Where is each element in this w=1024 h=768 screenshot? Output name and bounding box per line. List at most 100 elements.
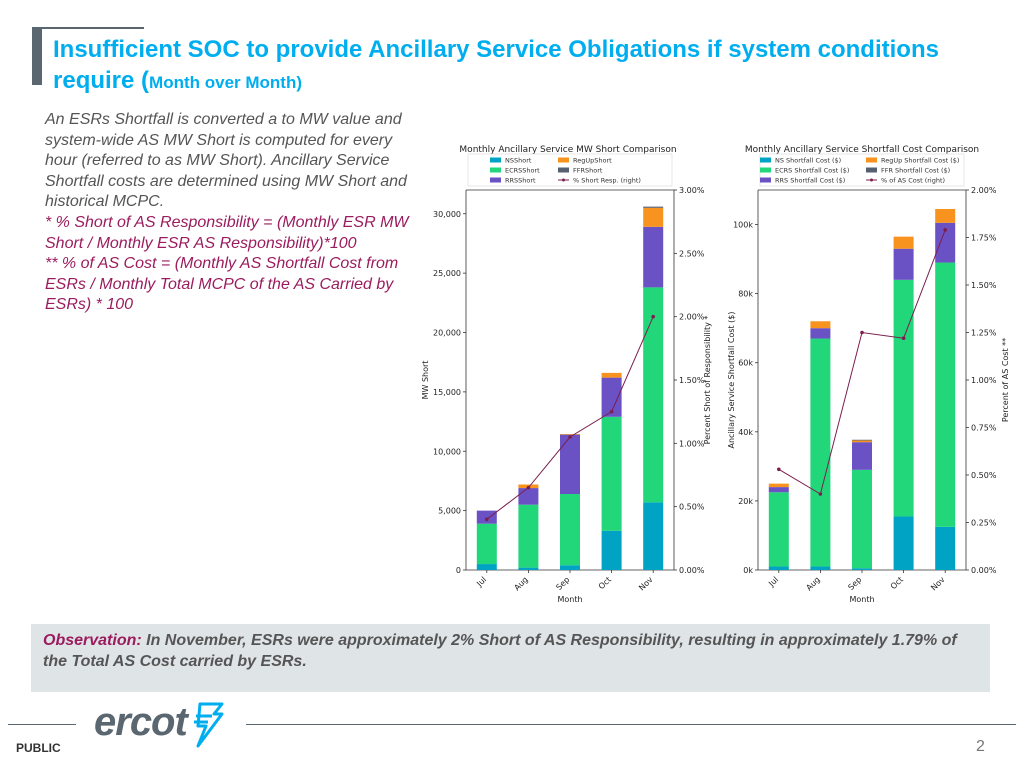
- y2-tick-label: 1.00%: [679, 439, 705, 448]
- footer-classification: PUBLIC: [16, 741, 61, 755]
- bar-segment: [893, 236, 914, 249]
- bar-segment: [643, 206, 664, 208]
- y2-tick-label: 0.25%: [971, 519, 997, 528]
- legend-swatch: [490, 177, 501, 183]
- legend-swatch: [558, 157, 569, 163]
- bar-segment: [852, 440, 872, 443]
- percent-marker: [526, 485, 531, 490]
- percent-marker: [485, 517, 489, 522]
- percent-marker: [860, 330, 864, 335]
- footer-rule-left: [8, 724, 76, 725]
- percent-marker: [651, 314, 655, 319]
- y2-tick-label: 1.25%: [971, 329, 997, 338]
- y2-tick-label: 2.50%: [679, 249, 705, 258]
- legend-swatch: [760, 157, 771, 163]
- bar-segment: [601, 372, 622, 378]
- legend-label: RegUpShort: [573, 157, 612, 165]
- ercot-logo: ercot: [94, 700, 188, 744]
- y-axis-label: Ancillary Service Shortfall Cost ($): [727, 311, 736, 448]
- x-tick-label: Nov: [929, 575, 947, 593]
- ercot-logo-mark-icon: [194, 702, 224, 748]
- y2-tick-label: 2.00%: [971, 186, 997, 195]
- bar-segment: [643, 502, 664, 570]
- bar-segment: [852, 568, 872, 570]
- bar-segment: [560, 434, 580, 494]
- legend-frame: [759, 153, 965, 187]
- footer-rule-right: [246, 724, 1016, 725]
- legend-label: ECRS Shortfall Cost ($): [775, 167, 849, 175]
- legend-swatch: [558, 167, 569, 173]
- bar-segment: [810, 321, 831, 329]
- legend-frame: [467, 153, 673, 187]
- y2-tick-label: 3.00%: [679, 186, 705, 195]
- bar-segment: [643, 226, 664, 288]
- legend-swatch: [866, 167, 877, 173]
- x-tick-label: Aug: [804, 575, 821, 592]
- percent-marker: [818, 492, 823, 496]
- legend-label: RegUp Shortfall Cost ($): [881, 157, 959, 165]
- y2-tick-label: 1.00%: [971, 376, 997, 385]
- legend-swatch: [760, 177, 771, 183]
- bar-segment: [476, 510, 497, 524]
- y-tick-label: 0: [456, 566, 461, 575]
- bar-segment: [893, 516, 914, 570]
- bar-segment: [810, 338, 831, 567]
- observation-label: Observation:: [43, 632, 142, 649]
- bar-segment: [893, 279, 914, 517]
- bar-segment: [935, 222, 956, 263]
- note-as-cost: ** % of AS Cost = (Monthly AS Shortfall …: [45, 255, 399, 314]
- page-number: 2: [976, 738, 985, 755]
- x-tick-label: Sep: [846, 575, 863, 592]
- bar-segment: [810, 566, 831, 570]
- legend-marker: [870, 178, 873, 182]
- chart-title: Monthly Ancillary Service MW Short Compa…: [459, 145, 676, 155]
- y2-tick-label: 1.75%: [971, 234, 997, 243]
- y-tick-label: 30,000: [433, 210, 461, 219]
- y2-tick-label: 0.50%: [971, 471, 997, 480]
- legend-swatch: [490, 167, 501, 173]
- y-axis-label: MW Short: [421, 361, 430, 400]
- percent-marker: [777, 467, 781, 472]
- bar-segment: [560, 434, 580, 435]
- bar-segment: [643, 287, 664, 503]
- percent-marker: [609, 409, 614, 414]
- percent-marker: [943, 228, 947, 232]
- bar-segment: [852, 469, 872, 569]
- legend-swatch: [866, 157, 877, 163]
- bar-segment: [560, 494, 580, 566]
- slide-title: Insufficient SOC to provide Ancillary Se…: [53, 34, 953, 98]
- legend-label: NS Shortfall Cost ($): [775, 157, 841, 165]
- y2-axis-label: Percent Short of Responsibility *: [703, 316, 712, 445]
- y-tick-label: 60k: [738, 359, 753, 368]
- bar-segment: [893, 248, 914, 280]
- x-axis-label: Month: [849, 595, 874, 604]
- x-tick-label: Jul: [766, 575, 780, 589]
- bar-segment: [768, 492, 789, 567]
- percent-marker: [568, 435, 572, 439]
- bar-segment: [643, 207, 664, 227]
- percent-marker: [901, 336, 906, 340]
- bar-segment: [768, 487, 789, 493]
- legend-label: RRS Shortfall Cost ($): [775, 177, 845, 185]
- mw-short-chart: Monthly Ancillary Service MW Short Compa…: [421, 145, 712, 604]
- bar-segment: [601, 377, 622, 417]
- explanation-paragraph: An ESRs Shortfall is converted a to MW v…: [45, 111, 407, 211]
- y-tick-label: 25,000: [433, 269, 461, 278]
- legend-swatch: [490, 157, 501, 163]
- observation-text: In November, ESRs were approximately 2% …: [43, 632, 957, 670]
- y-tick-label: 100k: [733, 221, 753, 230]
- legend-label: ECRSShort: [505, 167, 540, 175]
- y-tick-label: 5,000: [438, 507, 461, 516]
- shortfall-cost-chart: Monthly Ancillary Service Shortfall Cost…: [727, 145, 1010, 604]
- bar-segment: [518, 567, 539, 570]
- bar-segment: [768, 483, 789, 488]
- title-accent-bar: [32, 27, 42, 85]
- slide-title-main: Insufficient SOC to provide Ancillary Se…: [53, 36, 939, 94]
- y-tick-label: 0k: [743, 566, 753, 575]
- observation-box: Observation: In November, ESRs were appr…: [31, 624, 990, 692]
- bar-segment: [476, 564, 497, 570]
- bar-segment: [601, 416, 622, 531]
- slide-title-sub: Month over Month): [149, 73, 302, 92]
- bar-segment: [935, 209, 956, 223]
- y2-axis-label: Percent of AS Cost **: [1001, 338, 1010, 422]
